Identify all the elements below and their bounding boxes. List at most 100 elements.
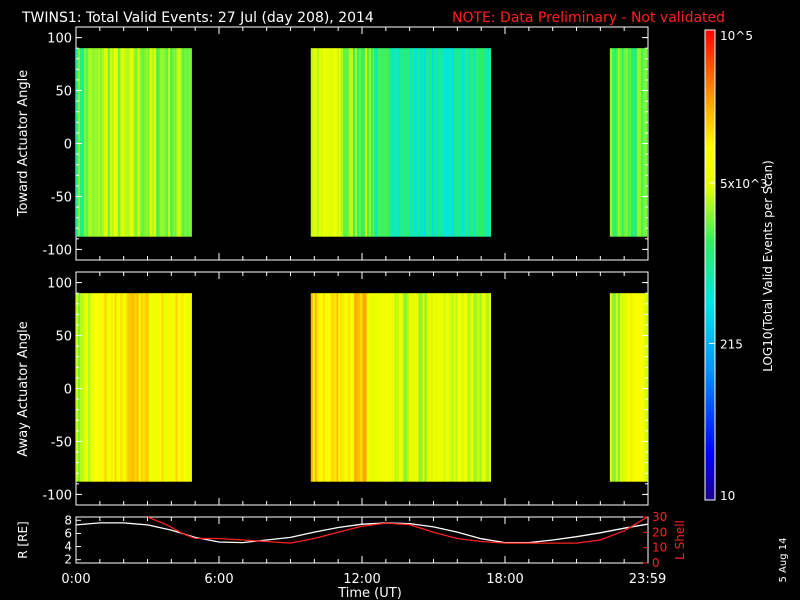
heatmap-cell	[609, 293, 613, 482]
heatmap-cell	[338, 48, 342, 237]
heatmap-cell	[78, 48, 81, 237]
heatmap-cell	[178, 48, 181, 237]
heatmap-cell	[152, 48, 155, 237]
heatmap-cell	[473, 293, 476, 482]
heatmap-cell	[131, 48, 134, 237]
heatmap-cell	[146, 293, 149, 482]
heatmap-cell	[443, 293, 446, 482]
y-tick-label: 8	[64, 513, 72, 527]
heatmap-cell	[481, 293, 484, 482]
heatmap-cell	[463, 48, 466, 237]
heatmap-cell	[148, 293, 151, 482]
heatmap-cell	[142, 293, 145, 482]
heatmap-cell	[158, 48, 161, 237]
panel-away-yticks: 100 50 0 -50 -100	[42, 271, 648, 506]
panel-orbit-lines	[75, 516, 648, 544]
heatmap-cell	[426, 293, 429, 482]
heatmap-cell	[414, 293, 417, 482]
heatmap-cell	[382, 293, 386, 482]
heatmap-cell	[427, 48, 430, 237]
heatmap-cell	[352, 48, 356, 237]
heatmap-cell	[94, 293, 97, 482]
y-tick-label: -50	[51, 190, 72, 205]
panel-toward-ylabel: Toward Actuator Angle	[16, 70, 31, 217]
heatmap-cell	[636, 48, 640, 237]
heatmap-cell	[354, 293, 357, 482]
heatmap-cell	[316, 293, 320, 482]
heatmap-cell	[449, 293, 452, 482]
heatmap-cell	[473, 48, 476, 237]
heatmap-cell	[84, 293, 87, 482]
heatmap-cell	[457, 48, 460, 237]
heatmap-cell	[134, 293, 137, 482]
heatmap-cell	[437, 48, 440, 237]
y-tick-label: 50	[55, 330, 72, 345]
heatmap-cell	[113, 48, 117, 237]
heatmap-cell	[447, 48, 450, 237]
heatmap-cell	[477, 48, 480, 237]
heatmap-cell	[459, 48, 462, 237]
heatmap-cell	[364, 293, 367, 482]
x-tick-label: 18:00	[486, 572, 523, 587]
x-tick-label: 12:00	[343, 572, 380, 587]
heatmap-cell	[326, 48, 330, 237]
heatmap-cell	[151, 48, 153, 237]
heatmap-cell	[316, 48, 320, 237]
heatmap-cell	[346, 48, 350, 237]
heatmap-cell	[322, 48, 326, 237]
heatmap-cell	[638, 293, 641, 482]
colorbar-ticks: 10 215 5x10^3 10^5	[709, 29, 768, 503]
heatmap-cell	[123, 48, 126, 237]
y-tick-label: -100	[42, 243, 72, 258]
heatmap-cell	[96, 48, 99, 237]
heatmap-cell	[358, 293, 361, 482]
heatmap-cell	[82, 48, 85, 237]
heatmap-cell	[120, 293, 123, 482]
heatmap-cell	[383, 48, 387, 237]
y-tick-label: 2	[64, 553, 72, 567]
heatmap-cell	[638, 48, 642, 237]
heatmap-cell	[634, 293, 637, 482]
colorbar-tick-label: 215	[720, 337, 743, 351]
panel-away: 100 50 0 -50 -100 Away Actuator Angle	[16, 271, 649, 506]
heatmap-cell	[94, 48, 97, 237]
heatmap-cell	[411, 48, 414, 237]
heatmap-cell	[628, 293, 631, 482]
heatmap-cell	[115, 48, 119, 237]
heatmap-cell	[483, 293, 486, 482]
heatmap-cell	[98, 293, 101, 482]
heatmap-cell	[401, 48, 405, 237]
y-tick-label: 0	[64, 383, 72, 398]
heatmap-cell	[106, 293, 109, 482]
heatmap-cell	[189, 293, 192, 482]
x-tick-label: 0:00	[61, 572, 90, 587]
heatmap-cell	[409, 48, 412, 237]
radius-line	[75, 522, 648, 544]
y2-tick-label: 30	[652, 510, 667, 524]
heatmap-cell	[471, 48, 474, 237]
heatmap-cell	[320, 293, 324, 482]
heatmap-cell	[141, 48, 144, 237]
panel-toward: 100 50 0 -50 -100 Toward Actuator Angle	[16, 26, 649, 261]
heatmap-cell	[461, 48, 464, 237]
heatmap-cell	[416, 293, 419, 482]
heatmap-cell	[92, 48, 95, 237]
heatmap-cell	[104, 293, 107, 482]
heatmap-cell	[330, 293, 334, 482]
heatmap-cell	[312, 293, 316, 482]
heatmap-cell	[619, 48, 623, 237]
heatmap-cell	[373, 48, 377, 237]
heatmap-cell	[125, 48, 128, 237]
heatmap-cell	[433, 48, 436, 237]
heatmap-cell	[422, 293, 425, 482]
heatmap-cell	[103, 48, 107, 237]
heatmap-cell	[350, 293, 353, 482]
heatmap-cell	[467, 293, 470, 482]
heatmap-cell	[105, 48, 109, 237]
heatmap-cell	[372, 293, 376, 482]
heatmap-cell	[392, 293, 395, 482]
heatmap-cell	[451, 48, 454, 237]
heatmap-cell	[642, 293, 645, 482]
heatmap-cell	[352, 293, 355, 482]
